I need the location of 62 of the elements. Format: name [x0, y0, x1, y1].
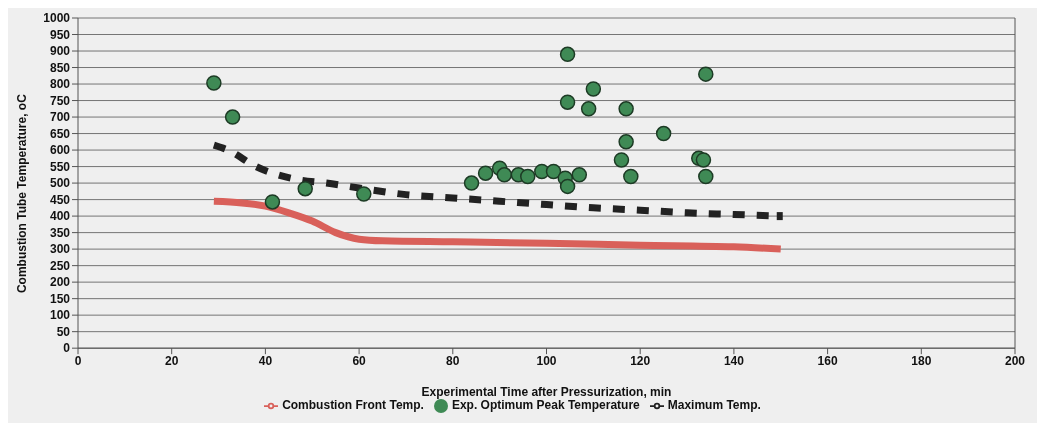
y-tick-label: 550 — [49, 159, 71, 174]
point — [695, 152, 712, 168]
x-tick-label: 40 — [258, 353, 273, 368]
point — [698, 66, 714, 82]
x-tick-label: 100 — [536, 353, 557, 368]
point — [559, 178, 576, 195]
point — [477, 165, 494, 181]
point — [618, 101, 634, 117]
y-tick-label: 200 — [49, 275, 71, 290]
y-tick-label: 900 — [49, 44, 71, 59]
point — [224, 109, 241, 125]
point — [559, 94, 576, 110]
y-tick-label: 600 — [49, 143, 71, 158]
point — [613, 152, 630, 168]
y-tick-label: 150 — [49, 291, 71, 306]
point — [297, 180, 313, 197]
point — [264, 194, 281, 210]
point — [623, 168, 639, 185]
x-tick-label: 0 — [74, 353, 82, 368]
point — [585, 81, 602, 97]
legend-label: Exp. Optimum Peak Temperature — [451, 398, 640, 413]
x-tick-label: 80 — [446, 353, 460, 368]
x-axis-title: Experimental Time after Pressurization, min — [421, 385, 672, 400]
y-tick-label: 500 — [49, 176, 71, 191]
y-axis-title: Combustion Tube Temperature, oC — [15, 93, 30, 294]
x-tick-label: 200 — [1004, 353, 1026, 368]
y-tick-label: 450 — [49, 192, 71, 207]
y-tick-label: 850 — [49, 60, 71, 75]
y-tick-label: 350 — [49, 225, 71, 240]
x-tick-label: 60 — [352, 353, 367, 368]
y-tick-label: 750 — [49, 93, 71, 108]
y-tick-label: 50 — [56, 324, 71, 339]
y-tick-label: 250 — [49, 258, 71, 273]
point — [496, 167, 513, 183]
y-tick-label: 1000 — [43, 11, 71, 26]
x-tick-label: 120 — [630, 353, 651, 368]
y-tick-label: 700 — [49, 110, 71, 125]
point — [776, 212, 783, 221]
y-tick-label: 100 — [49, 308, 71, 323]
legend-label: Maximum Temp. — [667, 398, 761, 413]
point — [206, 75, 222, 91]
legend-label: Combustion Front Temp. — [282, 398, 424, 413]
point — [356, 186, 372, 202]
y-tick-label: 950 — [49, 27, 71, 42]
point — [655, 125, 672, 142]
x-tick-label: 140 — [723, 353, 745, 368]
y-tick-label: 650 — [49, 126, 71, 141]
point — [618, 134, 634, 150]
y-tick-label: 800 — [49, 77, 71, 92]
x-tick-label: 20 — [165, 353, 179, 368]
point — [463, 175, 480, 191]
point — [698, 168, 714, 185]
point — [571, 167, 588, 183]
y-tick-label: 0 — [63, 341, 71, 356]
x-tick-label: 160 — [817, 353, 838, 368]
y-tick-label: 300 — [49, 242, 71, 257]
point — [520, 168, 536, 185]
point — [545, 163, 562, 180]
point — [559, 46, 576, 63]
x-tick-label: 180 — [911, 353, 932, 368]
y-tick-label: 400 — [49, 209, 71, 224]
point — [580, 101, 597, 117]
